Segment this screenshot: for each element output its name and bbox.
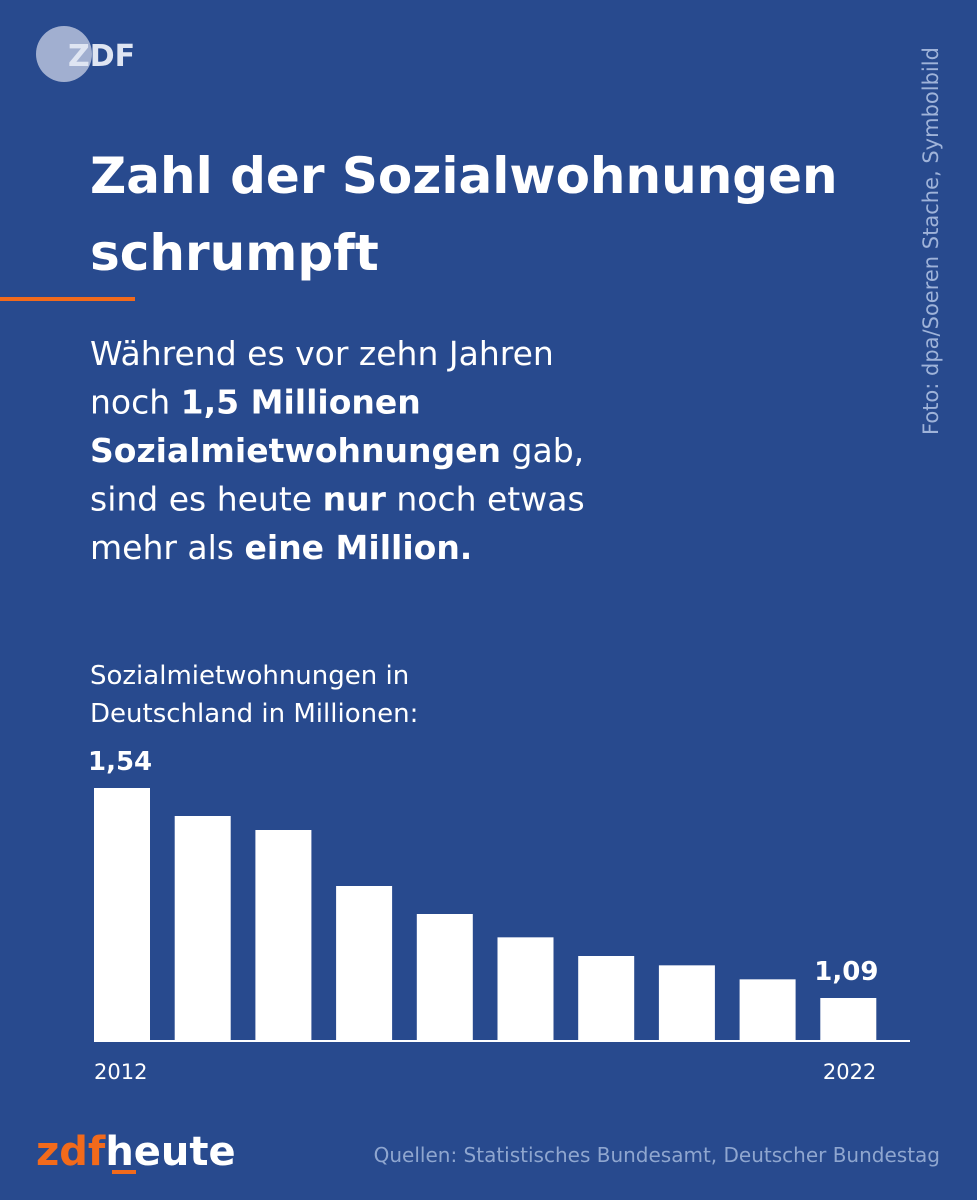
description-segment: 1,5 Millionen <box>181 383 421 422</box>
source: Quellen: Statistisches Bundesamt, Deutsc… <box>374 1143 940 1167</box>
brand-part: zdf <box>36 1129 106 1175</box>
bar <box>94 788 150 1040</box>
description-segment: Sozialmietwohnungen <box>90 431 501 470</box>
chart-title: Sozialmietwohnungen in <box>90 661 409 691</box>
description-line: Sozialmietwohnungen gab, <box>90 431 584 470</box>
bar <box>255 830 312 1040</box>
bar <box>174 816 231 1040</box>
description-line: mehr als eine Million. <box>90 528 472 567</box>
description-segment: nur <box>323 480 387 519</box>
bar <box>497 937 554 1040</box>
headline: schrumpft <box>90 224 379 282</box>
x-tick-label: 2012 <box>94 1060 147 1084</box>
photo-credit: Foto: dpa/Soeren Stache, Symbolbild <box>919 47 943 435</box>
chart: 1,54 2012 1,09 2022 <box>88 747 878 1084</box>
bar <box>578 956 635 1040</box>
x-tick-label: 2022 <box>823 1060 876 1084</box>
description-segment: noch <box>90 383 181 422</box>
description-segment: gab, <box>501 431 584 470</box>
description-line: noch 1,5 Millionen <box>90 383 421 422</box>
description-segment: mehr als <box>90 528 245 567</box>
brand-underline <box>112 1170 136 1174</box>
bar <box>336 886 393 1040</box>
logo: ZDF <box>68 39 135 74</box>
bar <box>416 914 473 1040</box>
description-segment: noch etwas <box>386 480 585 519</box>
value-label: 1,54 <box>88 747 152 777</box>
logo-circle <box>36 26 92 82</box>
value-label: 1,09 <box>814 957 878 987</box>
headline: Zahl der Sozialwohnungen <box>90 147 838 205</box>
bar <box>739 979 796 1040</box>
description-line: Während es vor zehn Jahren <box>90 334 554 373</box>
description-segment: sind es heute <box>90 480 323 519</box>
accent-line <box>0 297 135 301</box>
description-segment: eine Million. <box>245 528 473 567</box>
bar <box>658 965 715 1040</box>
brand: zdfheute <box>36 1129 236 1175</box>
chart-title: Deutschland in Millionen: <box>90 699 418 729</box>
description-line: sind es heute nur noch etwas <box>90 480 585 519</box>
brand-part: heute <box>105 1129 235 1175</box>
bar <box>820 998 877 1040</box>
description: Während es vor zehn Jahren noch 1,5 Milli… <box>90 334 585 567</box>
description-segment: Während es vor zehn Jahren <box>90 334 554 373</box>
